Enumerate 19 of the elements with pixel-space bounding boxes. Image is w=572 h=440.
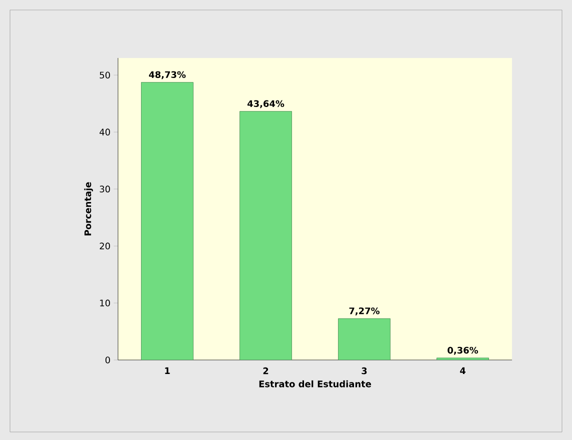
bar	[141, 82, 194, 360]
x-tick-label: 4	[460, 367, 466, 374]
data-label: 43,64%	[247, 100, 284, 108]
y-tick-label: 40	[100, 128, 110, 136]
x-tick-label: 3	[362, 367, 367, 374]
y-tick-label: 10	[100, 300, 110, 306]
y-tick-label: 20	[100, 242, 110, 250]
data-label: 7,27%	[349, 307, 380, 316]
y-axis-title: Porcentaje	[84, 182, 93, 236]
bar	[338, 318, 390, 360]
data-label: 48,73%	[148, 71, 186, 80]
x-tick-label: 1	[165, 367, 170, 374]
data-label: 0,36%	[448, 346, 478, 355]
y-tick-label: 30	[100, 186, 110, 192]
bar	[240, 111, 292, 360]
y-tick-label: 50	[100, 72, 110, 78]
y-tick-label: 0	[105, 356, 110, 364]
x-tick-label: 2	[263, 367, 268, 374]
x-axis-title: Estrato del Estudiante	[259, 380, 372, 388]
